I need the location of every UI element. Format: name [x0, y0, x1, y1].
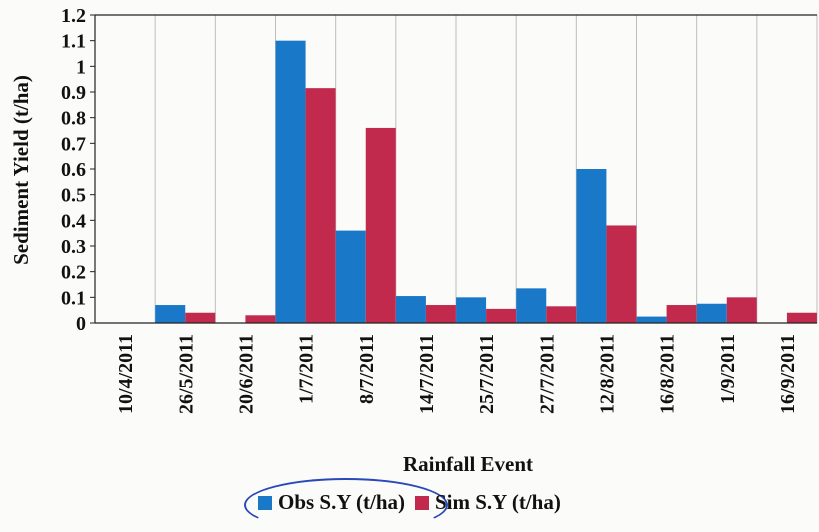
y-tick-label: 1 — [76, 56, 86, 78]
legend-item-obs: Obs S.Y (t/ha) — [258, 490, 405, 515]
legend-label-obs: Obs S.Y (t/ha) — [278, 490, 405, 514]
x-tick-label: 16/9/2011 — [777, 334, 799, 414]
x-tick-label: 26/5/2011 — [175, 334, 197, 414]
bar-sim — [486, 308, 517, 323]
legend-swatch-obs — [258, 495, 272, 510]
y-tick-label: 0.6 — [61, 159, 86, 181]
bar-sim — [425, 305, 456, 323]
y-tick-label: 1.2 — [61, 5, 86, 27]
x-tick-label: 1/9/2011 — [717, 334, 739, 404]
x-tick-label: 14/7/2011 — [416, 334, 438, 414]
bar-obs — [576, 169, 607, 323]
x-tick-label: 20/6/2011 — [235, 334, 257, 414]
bar-obs — [516, 288, 547, 323]
bars — [155, 40, 817, 324]
y-axis-title: Sediment Yield (t/ha) — [9, 75, 33, 265]
y-tick-label: 0.4 — [61, 210, 86, 232]
bar-obs — [456, 297, 487, 323]
bar-obs — [395, 296, 426, 323]
x-tick-label: 8/7/2011 — [356, 334, 378, 404]
y-tick-label: 0.1 — [61, 287, 86, 309]
x-tick-label: 25/7/2011 — [476, 334, 498, 414]
ink-circle-annotation — [244, 478, 448, 532]
bar-sim — [726, 297, 757, 323]
x-tick-label: 12/8/2011 — [596, 334, 618, 414]
bar-sim — [305, 88, 336, 324]
y-tick-label: 1.1 — [61, 31, 86, 53]
bar-obs — [335, 230, 366, 323]
bar-sim — [245, 315, 276, 323]
y-tick-label: 0.7 — [61, 133, 86, 155]
legend-label-sim: Sim S.Y (t/ha) — [435, 490, 561, 514]
y-tick-label: 0.2 — [61, 262, 86, 284]
x-tick-label: 10/4/2011 — [115, 334, 137, 414]
x-tick-labels: 10/4/2011 26/5/2011 20/6/2011 1/7/2011 8/7/2… — [115, 334, 799, 414]
y-tick-label: 0.5 — [61, 185, 86, 207]
y-tick-label: 0.8 — [61, 108, 86, 130]
x-tick-label: 27/7/2011 — [536, 334, 558, 414]
y-tick-label: 0.9 — [61, 82, 86, 104]
bar-obs — [275, 40, 306, 324]
bar-sim — [666, 305, 697, 323]
y-tick-label: 0.3 — [61, 236, 86, 258]
x-tick-label: 1/7/2011 — [296, 334, 318, 404]
bar-obs — [636, 316, 667, 323]
bar-sim — [546, 306, 577, 323]
gridlines — [154, 15, 818, 323]
bar-sim — [185, 312, 216, 323]
bar-obs — [696, 303, 727, 323]
legend-swatch-sim — [415, 495, 429, 510]
y-tick-label: 0 — [76, 313, 86, 335]
x-tick-label: 16/8/2011 — [657, 334, 679, 414]
bar-sim — [606, 225, 637, 323]
legend-item-sim: Sim S.Y (t/ha) — [415, 490, 561, 515]
x-axis-title: Rainfall Event — [403, 452, 533, 476]
bar-obs — [155, 305, 186, 323]
bar-sim — [786, 312, 817, 323]
bar-sim — [365, 127, 396, 323]
legend: Obs S.Y (t/ha) Sim S.Y (t/ha) — [258, 490, 561, 515]
y-tick-labels: 0 0.1 0.2 0.3 0.4 0.5 0.6 0.7 0.8 0.9 1 1.1 1.2 — [61, 5, 95, 335]
